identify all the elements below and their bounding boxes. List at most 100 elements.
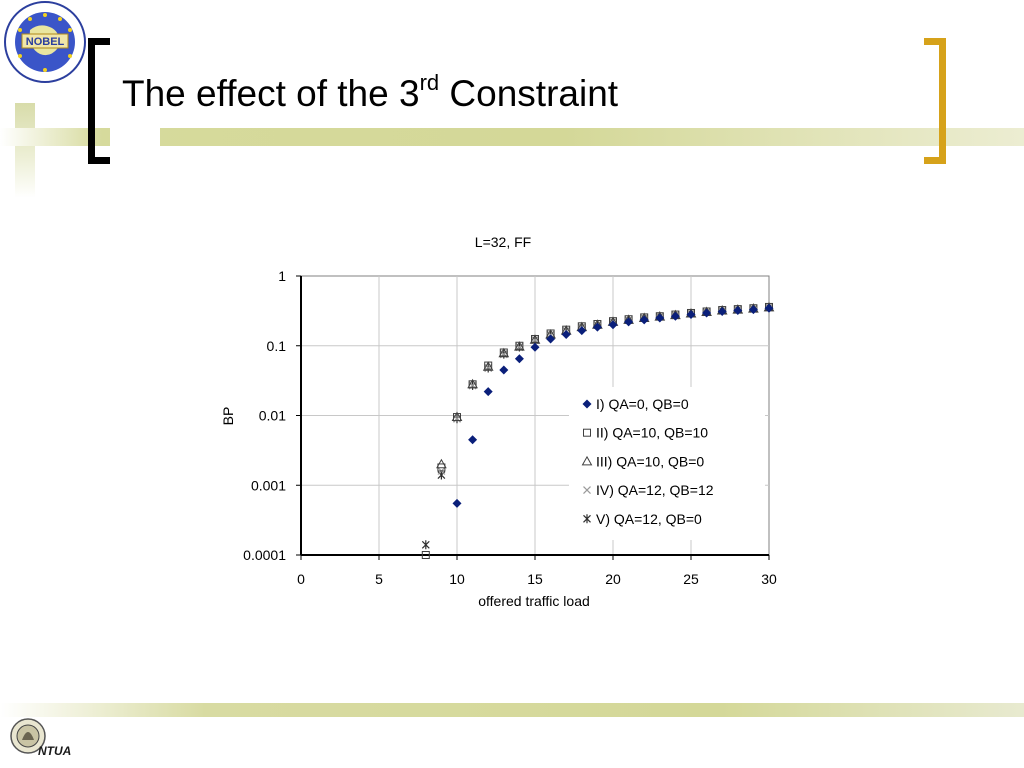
x-tick-label: 30	[761, 571, 777, 587]
asterisk-marker	[583, 514, 591, 524]
diamond-marker	[670, 311, 680, 321]
diamond-marker	[702, 308, 712, 318]
square-marker	[583, 428, 591, 437]
legend-label: V) QA=12, QB=0	[596, 511, 702, 527]
diamond-marker	[514, 354, 524, 364]
diamond-marker	[468, 435, 478, 445]
square-marker	[484, 361, 493, 370]
legend-marker	[581, 455, 593, 466]
data-point	[468, 435, 478, 445]
triangle-marker	[514, 341, 525, 351]
diamond-marker	[655, 313, 665, 323]
data-point	[748, 305, 758, 315]
x-marker	[583, 486, 591, 495]
band-gap	[110, 128, 160, 146]
square-marker	[499, 348, 508, 357]
ntua-logo-icon	[10, 718, 46, 754]
data-point	[624, 317, 634, 327]
data-point	[499, 348, 508, 357]
data-point	[655, 313, 665, 323]
chart-title: L=32, FF	[475, 234, 531, 250]
legend-marker	[583, 486, 591, 495]
title-bracket-right	[924, 38, 946, 164]
diamond-marker	[546, 334, 556, 344]
data-point	[514, 341, 525, 351]
y-ticks: 1 0.1 0.01 0.001 0.0001	[243, 268, 301, 563]
square-marker	[468, 380, 477, 389]
data-points	[421, 301, 775, 559]
title-end: Constraint	[439, 73, 619, 114]
triangle-marker	[482, 361, 494, 371]
legend-marker	[583, 514, 591, 524]
nobel-logo-text: NOBEL	[26, 36, 65, 48]
title-main: The effect of the 3	[122, 73, 420, 114]
slide-title: The effect of the 3rd Constraint	[122, 70, 618, 115]
data-point	[483, 387, 493, 397]
square-marker	[421, 551, 430, 559]
data-point	[577, 326, 587, 336]
ntua-logo-text: NTUA	[38, 744, 72, 758]
legend-label: III) QA=10, QB=0	[596, 453, 704, 469]
x-tick-label: 20	[605, 571, 621, 587]
legend-label: II) QA=10, QB=10	[596, 425, 708, 441]
x-tick-label: 15	[527, 571, 543, 587]
y-tick-label: 1	[278, 268, 286, 284]
data-point	[608, 320, 618, 330]
data-point	[437, 463, 446, 472]
diamond-marker	[717, 306, 727, 316]
data-point	[498, 347, 510, 358]
x-tick-label: 25	[683, 571, 699, 587]
x-tick-label: 10	[449, 571, 465, 587]
diamond-marker	[530, 342, 540, 352]
diamond-marker	[483, 387, 493, 397]
diamond-marker	[499, 365, 509, 375]
data-point	[421, 540, 430, 550]
data-point	[421, 551, 430, 559]
diamond-marker	[582, 399, 592, 409]
x-tick-label: 5	[375, 571, 383, 587]
data-point	[670, 311, 680, 321]
triangle-marker	[581, 455, 593, 466]
y-tick-label: 0.1	[267, 338, 287, 354]
y-tick-label: 0.001	[251, 477, 286, 493]
diamond-marker	[624, 317, 634, 327]
diamond-marker	[764, 303, 774, 313]
triangle-marker	[498, 347, 510, 358]
y-tick-label: 0.0001	[243, 547, 286, 563]
data-point	[484, 361, 493, 370]
diamond-marker	[748, 305, 758, 315]
top-decor-band	[0, 128, 1024, 146]
nobel-logo-icon: NOBEL	[4, 1, 86, 83]
diamond-marker	[577, 326, 587, 336]
data-point	[733, 306, 743, 316]
asterisk-marker	[421, 540, 430, 550]
data-point	[499, 365, 509, 375]
square-marker	[453, 413, 461, 422]
x-axis-label: offered traffic load	[478, 593, 590, 609]
legend-marker	[583, 428, 591, 437]
chart: L=32, FF 0 5 10 15 20 25 30 1 0.1 0.01 0.001 0.000…	[220, 234, 777, 609]
data-point	[702, 308, 712, 318]
y-tick-label: 0.01	[259, 408, 286, 424]
data-point	[515, 341, 524, 350]
title-bracket-left	[88, 38, 110, 164]
data-point	[717, 306, 727, 316]
data-point	[531, 334, 539, 343]
square-marker	[531, 334, 539, 343]
square-marker	[437, 463, 446, 472]
title-superscript: rd	[419, 70, 440, 95]
legend-box	[569, 387, 765, 540]
data-point	[561, 329, 571, 339]
legend-label: IV) QA=12, QB=12	[596, 482, 714, 498]
side-decor-bar	[15, 103, 35, 198]
data-point	[639, 315, 649, 325]
data-point	[468, 380, 477, 389]
data-point	[482, 361, 494, 371]
x-tick-label: 0	[297, 571, 305, 587]
diamond-marker	[733, 306, 743, 316]
data-point	[592, 322, 602, 332]
square-marker	[515, 341, 524, 350]
diamond-marker	[452, 498, 462, 508]
bottom-decor-band	[0, 703, 1024, 717]
data-point	[546, 334, 556, 344]
